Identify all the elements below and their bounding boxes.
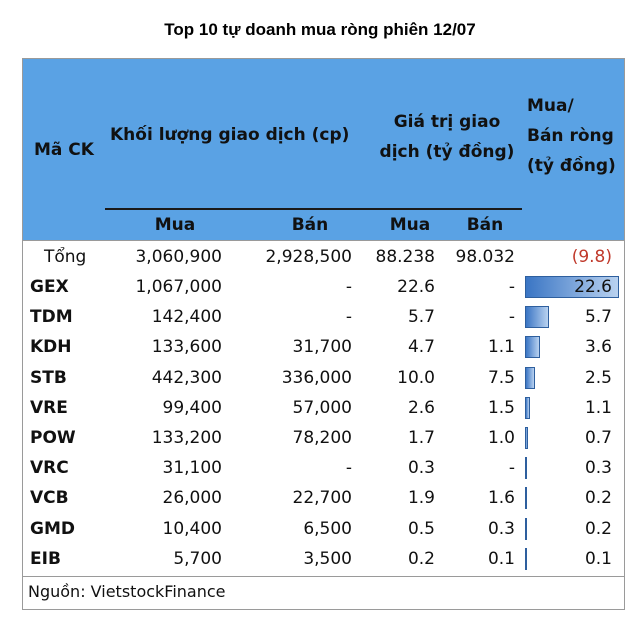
header-net-line1: Mua/: [527, 96, 574, 116]
row-val-buy: 2.6: [407, 397, 435, 418]
net-bar: [525, 547, 527, 570]
row-code: POW: [30, 428, 76, 448]
row-val-buy: 0.2: [407, 548, 435, 569]
source-note: Nguồn: VietstockFinance: [28, 582, 226, 601]
row-net: 22.6: [574, 277, 612, 297]
row-net: 0.2: [584, 488, 612, 509]
row-code: EIB: [30, 548, 61, 569]
row-vol-sell: -: [345, 307, 352, 328]
row-val-buy: 1.7: [407, 428, 435, 448]
net-bar: [525, 487, 527, 510]
net-bar: [525, 306, 549, 329]
header-value-line2: dịch (tỷ đồng): [379, 142, 515, 162]
row-val-buy: 10.0: [397, 367, 435, 388]
row-vol-buy: 133,200: [151, 428, 222, 448]
total-label: Tổng: [44, 247, 87, 267]
row-net: 0.3: [584, 458, 612, 479]
row-val-buy: 1.9: [407, 488, 435, 509]
row-val-sell: 1.5: [487, 397, 515, 418]
row-code: GMD: [30, 518, 75, 539]
row-val-buy: 0.5: [407, 518, 435, 539]
net-bar: [525, 396, 530, 419]
row-vol-sell: -: [345, 458, 352, 479]
total-val-buy: 88.238: [375, 247, 435, 267]
row-vol-sell: 78,200: [292, 428, 352, 448]
header-subdivider: [105, 208, 522, 210]
row-vol-buy: 442,300: [151, 367, 222, 388]
row-net: 2.5: [584, 367, 612, 388]
row-vol-sell: 57,000: [292, 397, 352, 418]
header-vol-buy: Mua: [154, 215, 196, 235]
row-code: VRC: [30, 458, 69, 479]
footer-divider: [22, 576, 625, 577]
row-val-sell: -: [508, 277, 515, 297]
row-vol-buy: 26,000: [162, 488, 222, 509]
header-net-line2: Bán ròng: [527, 126, 614, 146]
row-net: 1.1: [584, 397, 612, 418]
row-vol-sell: 22,700: [292, 488, 352, 509]
row-net: 0.7: [584, 428, 612, 448]
row-val-buy: 4.7: [407, 337, 435, 358]
row-vol-buy: 10,400: [162, 518, 222, 539]
row-vol-sell: 3,500: [303, 548, 352, 569]
row-net: 0.1: [584, 548, 612, 569]
chart-title: Top 10 tự doanh mua ròng phiên 12/07: [164, 20, 476, 39]
row-val-buy: 22.6: [397, 277, 435, 297]
row-val-buy: 5.7: [407, 307, 435, 328]
row-code: VRE: [30, 397, 68, 418]
net-bar: [525, 366, 536, 389]
total-vol-buy: 3,060,900: [135, 247, 222, 267]
total-val-sell: 98.032: [455, 247, 515, 267]
row-val-sell: 7.5: [487, 367, 515, 388]
row-code: GEX: [30, 277, 69, 297]
row-val-buy: 0.3: [407, 458, 435, 479]
row-vol-buy: 31,100: [162, 458, 222, 479]
net-bar: [525, 517, 527, 540]
row-val-sell: 1.1: [487, 337, 515, 358]
row-code: KDH: [30, 337, 72, 358]
row-val-sell: 1.6: [487, 488, 515, 509]
total-vol-sell: 2,928,500: [265, 247, 352, 267]
row-val-sell: -: [508, 307, 515, 328]
row-net: 5.7: [584, 307, 612, 328]
header-val-buy: Mua: [389, 215, 431, 235]
header-val-sell: Bán: [466, 215, 504, 235]
row-vol-sell: 6,500: [303, 518, 352, 539]
net-bar: [525, 336, 540, 359]
row-val-sell: -: [508, 458, 515, 479]
net-bar: [525, 457, 527, 480]
header-vol-sell: Bán: [291, 215, 329, 235]
row-vol-sell: -: [345, 277, 352, 297]
table-header: [22, 58, 625, 241]
header-volume: Khối lượng giao dịch (cp): [110, 125, 350, 145]
net-bar: [525, 276, 619, 298]
row-vol-buy: 5,700: [173, 548, 222, 569]
row-code: TDM: [30, 307, 73, 328]
row-vol-sell: 31,700: [292, 337, 352, 358]
row-net: 3.6: [584, 337, 612, 358]
row-vol-buy: 99,400: [162, 397, 222, 418]
row-net: 0.2: [584, 518, 612, 539]
row-val-sell: 0.1: [487, 548, 515, 569]
row-vol-buy: 133,600: [151, 337, 222, 358]
row-vol-buy: 142,400: [151, 307, 222, 328]
row-val-sell: 0.3: [487, 518, 515, 539]
net-bar: [525, 427, 528, 449]
total-net: (9.8): [571, 247, 612, 267]
row-val-sell: 1.0: [487, 428, 515, 448]
header-value-line1: Giá trị giao: [393, 112, 501, 132]
header-net-line3: (tỷ đồng): [527, 156, 616, 176]
row-vol-buy: 1,067,000: [135, 277, 222, 297]
header-code: Mã CK: [34, 140, 94, 160]
row-vol-sell: 336,000: [281, 367, 352, 388]
row-code: VCB: [30, 488, 69, 509]
row-code: STB: [30, 367, 67, 388]
